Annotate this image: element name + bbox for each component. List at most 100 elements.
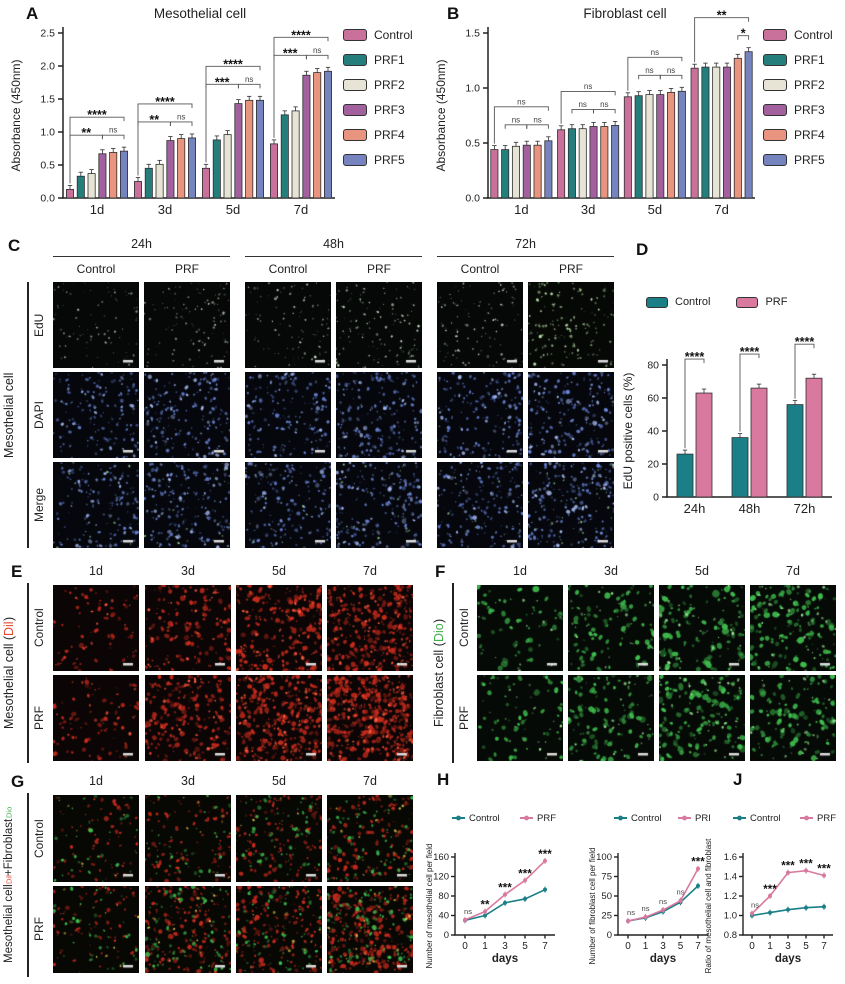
svg-text:ns: ns bbox=[177, 112, 185, 121]
svg-text:ns: ns bbox=[645, 66, 653, 75]
group-underline bbox=[245, 256, 422, 257]
bar bbox=[66, 189, 75, 199]
side-label-text: +Fibroblast bbox=[3, 818, 15, 876]
svg-text:75: 75 bbox=[601, 872, 612, 883]
micro-image bbox=[53, 585, 139, 671]
col-label-3d: 3d bbox=[181, 774, 195, 788]
row-label-prf: PRF bbox=[32, 917, 46, 942]
svg-text:days: days bbox=[775, 953, 801, 965]
svg-text:1.6: 1.6 bbox=[724, 852, 737, 863]
panel-c: C 24h 48h 72h Control PRF Control PRF Co… bbox=[0, 230, 620, 560]
svg-text:ns: ns bbox=[584, 82, 592, 91]
panel-b-legend: Control PRF1 PRF2 PRF3 PRF4 PRF5 bbox=[763, 28, 833, 167]
svg-text:0.0: 0.0 bbox=[40, 193, 55, 205]
legend-item-prf: PRF bbox=[736, 296, 787, 308]
dye-label-dio: Dio bbox=[4, 807, 14, 819]
svg-text:**: ** bbox=[149, 113, 159, 127]
sub-label-prf: PRF bbox=[175, 262, 199, 276]
svg-text:120: 120 bbox=[433, 872, 449, 883]
svg-text:5: 5 bbox=[803, 941, 809, 952]
svg-text:ns: ns bbox=[517, 97, 525, 106]
svg-text:Absorbance (450nm): Absorbance (450nm) bbox=[9, 59, 23, 171]
micro-image bbox=[659, 675, 745, 761]
bar bbox=[313, 72, 322, 199]
bar bbox=[544, 140, 553, 199]
time-group-24h: 24h bbox=[131, 237, 152, 251]
side-label-mesothelial-cell: Mesothelial cell bbox=[2, 372, 16, 458]
bar bbox=[201, 167, 210, 199]
svg-text:3: 3 bbox=[660, 941, 666, 952]
svg-text:ns: ns bbox=[464, 907, 472, 916]
bar bbox=[302, 74, 311, 199]
svg-text:PRF: PRF bbox=[695, 813, 710, 824]
legend-label: PRF3 bbox=[374, 103, 405, 117]
legend-swatch bbox=[343, 79, 367, 91]
svg-text:ns: ns bbox=[751, 901, 759, 910]
micro-image bbox=[750, 675, 836, 761]
svg-text:***: *** bbox=[283, 46, 298, 60]
legend-swatch bbox=[343, 29, 367, 41]
line-chart-fibroblast-count: 0 25 50 75 100 0 1 3 5 7 days Number of fibroblast … bbox=[588, 813, 710, 965]
micro-image bbox=[236, 675, 322, 761]
panel-f-letter: F bbox=[435, 562, 446, 581]
svg-text:****: **** bbox=[223, 57, 243, 71]
bar bbox=[177, 138, 186, 199]
legend-label: Control bbox=[675, 296, 711, 308]
bar bbox=[731, 437, 749, 498]
side-label-text: Fibroblast cell ( bbox=[432, 642, 446, 727]
svg-text:Number of mesothelial cell per: Number of mesothelial cell per field bbox=[425, 844, 434, 969]
side-label-fibroblast-dio: Fibroblast cell (Dio) bbox=[430, 583, 448, 763]
micro-image bbox=[53, 282, 139, 368]
legend-swatch bbox=[343, 104, 367, 116]
svg-text:*: * bbox=[741, 27, 746, 41]
svg-text:***: *** bbox=[817, 864, 831, 876]
svg-text:160: 160 bbox=[433, 852, 449, 863]
legend-swatch bbox=[763, 154, 787, 166]
svg-text:1.0: 1.0 bbox=[724, 911, 737, 922]
svg-text:ns: ns bbox=[651, 48, 659, 57]
col-label-5d: 5d bbox=[272, 564, 286, 578]
svg-text:ns: ns bbox=[659, 897, 667, 906]
panel-a-letter: A bbox=[26, 4, 39, 23]
micro-image bbox=[236, 585, 322, 671]
micro-image bbox=[53, 795, 139, 882]
legend-swatch bbox=[763, 104, 787, 116]
svg-text:1: 1 bbox=[643, 941, 649, 952]
svg-text:0: 0 bbox=[462, 941, 468, 952]
svg-text:Ratio of mesothelial cell and: Ratio of mesothelial cell and fibroblast bbox=[705, 838, 713, 974]
bar bbox=[533, 144, 542, 199]
svg-text:3d: 3d bbox=[158, 202, 172, 217]
legend-label: PRF4 bbox=[374, 128, 405, 142]
legend-label: PRF1 bbox=[794, 53, 825, 67]
panel-c-letter: C bbox=[8, 236, 21, 255]
svg-text:0: 0 bbox=[653, 492, 659, 504]
svg-text:****: **** bbox=[291, 28, 311, 42]
bar bbox=[723, 66, 732, 199]
svg-text:PRF: PRF bbox=[817, 813, 836, 824]
micro-image bbox=[53, 372, 139, 458]
svg-text:100: 100 bbox=[596, 852, 612, 863]
legend-swatch bbox=[646, 296, 668, 308]
dye-label-dio: Dio bbox=[432, 623, 446, 643]
svg-text:****: **** bbox=[685, 350, 705, 364]
panel-b-title: Fibroblast cell bbox=[583, 6, 667, 21]
micro-image bbox=[53, 886, 139, 973]
bar bbox=[98, 153, 107, 199]
legend-item-prf3: PRF3 bbox=[343, 103, 413, 117]
micro-image bbox=[477, 675, 563, 761]
bar bbox=[567, 128, 576, 199]
legend-swatch bbox=[763, 79, 787, 91]
bar-chart-mesothelial: 0.0 0.5 1.0 1.5 2.0 2.5 Absorbance (450nm) 1d **… bbox=[9, 27, 335, 217]
svg-text:Control: Control bbox=[750, 813, 781, 824]
bar bbox=[212, 139, 221, 199]
legend-label: PRF2 bbox=[374, 78, 405, 92]
bar bbox=[667, 92, 676, 199]
svg-text:7: 7 bbox=[542, 941, 548, 952]
col-label-7d: 7d bbox=[363, 564, 377, 578]
micro-image bbox=[336, 462, 422, 548]
legend-item-prf2: PRF2 bbox=[763, 78, 833, 92]
svg-text:Absorbance (450nm): Absorbance (450nm) bbox=[434, 59, 448, 171]
micro-image bbox=[245, 462, 331, 548]
